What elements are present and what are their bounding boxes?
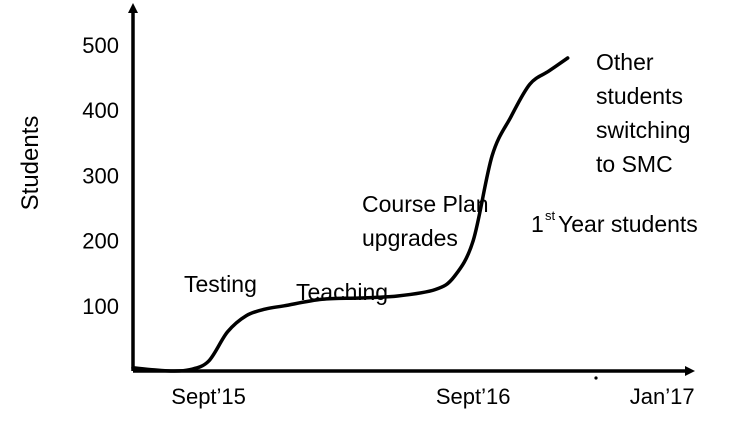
- annotation-teaching: Teaching: [296, 279, 388, 305]
- x-tick-label: Sept’16: [436, 384, 511, 409]
- annotation-course-plan-line2: upgrades: [362, 225, 458, 251]
- annotation-course-plan-line1: Course Plan: [362, 191, 489, 217]
- annotation-testing: Testing: [184, 271, 257, 297]
- y-tick-label: 300: [82, 163, 119, 188]
- y-axis-label: Students: [17, 116, 44, 211]
- y-tick-label: 100: [82, 294, 119, 319]
- annotation-other-line1: Other: [596, 49, 654, 75]
- series-line: [131, 56, 570, 373]
- x-tick-label: Sept’15: [171, 384, 246, 409]
- annotation-first-year-number: 1: [531, 211, 544, 237]
- x-tick-label: Jan’17: [630, 384, 695, 409]
- y-tick-label: 400: [82, 98, 119, 123]
- y-tick-label: 200: [82, 229, 119, 254]
- annotation-first-year-rest: Year students: [558, 211, 698, 237]
- annotation-other-line3: switching: [596, 117, 691, 143]
- annotation-other-line2: students: [596, 83, 683, 109]
- annotation-other-line4: to SMC: [596, 151, 673, 177]
- small-dot-mark: [594, 376, 598, 380]
- annotation-first-year-sup: st: [545, 208, 556, 223]
- y-tick-label: 500: [82, 33, 119, 58]
